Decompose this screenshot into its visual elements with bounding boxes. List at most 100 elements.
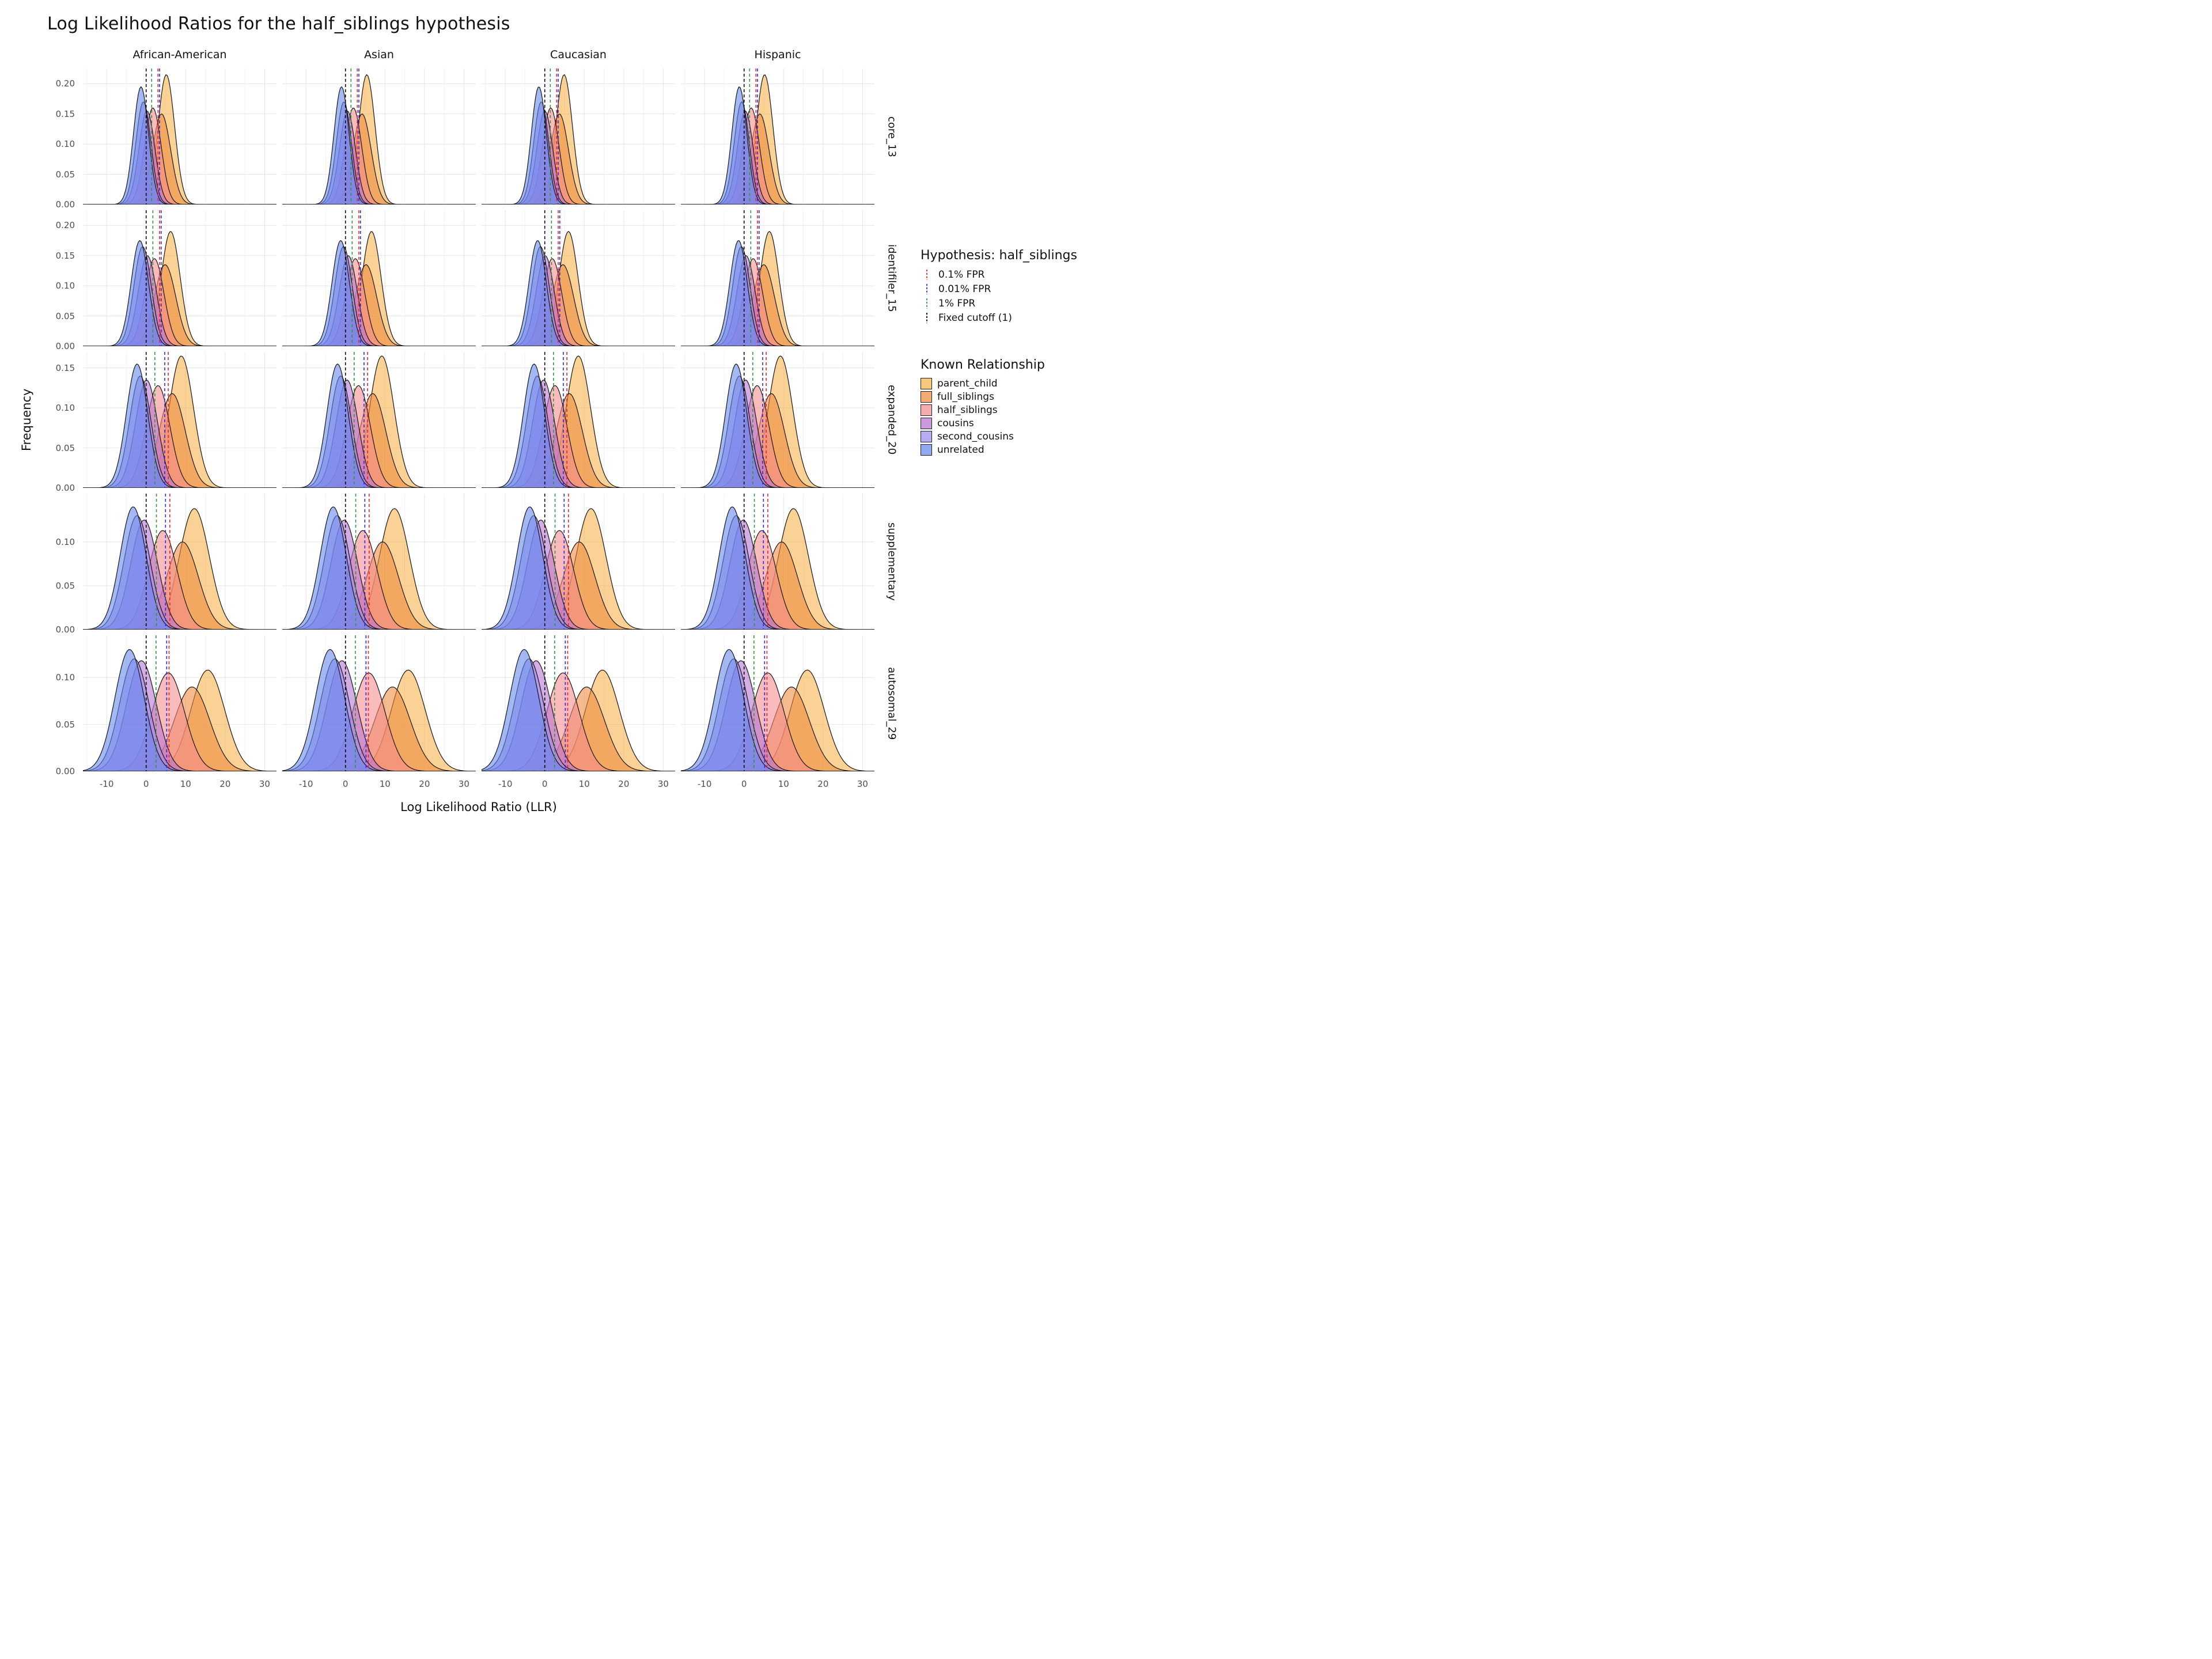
y-axis-ticks: 0.00 0.05 0.10 xyxy=(44,494,77,635)
relationship-legend: Known Relationship parent_child full_sibl… xyxy=(921,358,1088,456)
fill-swatch-icon xyxy=(921,418,932,429)
y-tick-label: 0.05 xyxy=(55,310,75,321)
y-axis-ticks: 0.00 0.05 0.10 xyxy=(44,635,77,777)
density-plot xyxy=(282,494,476,630)
facet-panel xyxy=(282,635,476,772)
y-tick-label: 0.10 xyxy=(55,672,75,683)
y-tick-label: 0.15 xyxy=(55,362,75,373)
legend-label: cousins xyxy=(937,418,974,429)
y-axis-ticks: 0.00 0.05 0.10 0.15 0.20 xyxy=(44,210,77,351)
density-plot xyxy=(481,210,676,347)
x-tick-label: 30 xyxy=(259,779,270,789)
x-axis-ticks: -10 0 10 20 30 xyxy=(282,777,476,791)
density-plot xyxy=(282,69,476,205)
x-tick-label: 20 xyxy=(219,779,231,789)
y-tick-label: 0.00 xyxy=(55,199,75,210)
cutoff-legend-items: 0.1% FPR 0.01% FPR 1% FPR Fixed cutoff (1) xyxy=(921,268,1088,324)
dashed-line-key-icon xyxy=(926,284,927,294)
x-tick-label: -10 xyxy=(99,779,114,789)
y-axis-title: Frequency xyxy=(20,388,33,452)
x-tick-label: -10 xyxy=(498,779,513,789)
hypothesis-legend: Hypothesis: half_siblings 0.1% FPR 0.01% … xyxy=(921,248,1088,324)
x-tick-label: 30 xyxy=(657,779,669,789)
facet-row-label: supplementary xyxy=(885,522,898,601)
facet-panel xyxy=(481,494,676,630)
y-tick-label: 0.10 xyxy=(55,139,75,150)
facet-panel xyxy=(82,69,277,205)
facet-panel xyxy=(82,352,277,488)
legend-item-second_cousins: second_cousins xyxy=(921,431,1088,442)
x-tick-label: 20 xyxy=(419,779,430,789)
x-tick-label: 0 xyxy=(741,779,747,789)
density-plot xyxy=(82,635,277,772)
facet-panel xyxy=(282,494,476,630)
x-axis-ticks: -10 0 10 20 30 xyxy=(83,777,276,791)
x-tick-label: 0 xyxy=(541,779,548,789)
facet-panel xyxy=(82,494,277,630)
density-plot xyxy=(680,635,875,772)
facet-panel xyxy=(680,635,875,772)
y-tick-label: 0.00 xyxy=(55,624,75,635)
legend-label: half_siblings xyxy=(937,404,998,416)
density-plot xyxy=(282,352,476,488)
fill-swatch-color xyxy=(921,431,931,442)
x-tick-label: 0 xyxy=(342,779,349,789)
facet-panel xyxy=(481,210,676,347)
fill-swatch-icon xyxy=(921,404,932,416)
density-plot xyxy=(282,210,476,347)
legend-label: unrelated xyxy=(937,444,984,456)
x-tick-label: 30 xyxy=(458,779,469,789)
facet-column-header: Caucasian xyxy=(550,48,607,61)
x-axis-ticks: -10 0 10 20 30 xyxy=(681,777,874,791)
facet-panel xyxy=(680,69,875,205)
facet-grid: Frequency Log Likelihood Ratio (LLR) Afr… xyxy=(15,46,903,819)
facet-panel xyxy=(282,210,476,347)
density-curve-parent_child xyxy=(282,74,476,205)
hypothesis-legend-title: Hypothesis: half_siblings xyxy=(921,248,1077,263)
density-plot xyxy=(481,635,676,772)
legend-item-fixed: Fixed cutoff (1) xyxy=(921,312,1088,324)
y-tick-label: 0.15 xyxy=(55,250,75,261)
facet-row-label: identifiler_15 xyxy=(885,244,898,312)
y-tick-label: 0.05 xyxy=(55,442,75,453)
y-tick-label: 0.15 xyxy=(55,108,75,119)
density-plot xyxy=(680,352,875,488)
density-plot xyxy=(680,210,875,347)
y-tick-label: 0.10 xyxy=(55,403,75,414)
x-tick-label: 0 xyxy=(143,779,149,789)
density-plot xyxy=(680,494,875,630)
y-tick-label: 0.10 xyxy=(55,536,75,547)
fill-swatch-icon xyxy=(921,444,932,456)
facet-column-header: African-American xyxy=(132,48,227,61)
facet-panel xyxy=(680,494,875,630)
density-curve-parent_child xyxy=(481,74,676,205)
facet-panel xyxy=(282,69,476,205)
x-tick-label: -10 xyxy=(697,779,712,789)
fill-swatch-color xyxy=(921,392,931,402)
facet-row-label: expanded_20 xyxy=(885,385,898,455)
y-tick-label: 0.05 xyxy=(55,169,75,180)
legend-label: 0.1% FPR xyxy=(938,269,985,281)
density-plot xyxy=(82,352,277,488)
x-tick-label: 30 xyxy=(857,779,868,789)
density-plot xyxy=(82,494,277,630)
y-tick-label: 0.00 xyxy=(55,483,75,493)
fill-swatch-icon xyxy=(921,391,932,403)
facet-panel xyxy=(680,210,875,347)
y-tick-label: 0.05 xyxy=(55,719,75,730)
y-tick-label: 0.05 xyxy=(55,580,75,591)
legend-item-parent_child: parent_child xyxy=(921,378,1088,389)
legend-item-unrelated: unrelated xyxy=(921,444,1088,456)
legend-item-fpr_0_01: 0.01% FPR xyxy=(921,283,1088,296)
legend-label: second_cousins xyxy=(937,431,1014,442)
facet-panel xyxy=(680,352,875,488)
fill-swatch-color xyxy=(921,405,931,415)
density-curve-parent_child xyxy=(680,74,875,205)
legend-label: parent_child xyxy=(937,378,998,389)
y-axis-ticks: 0.00 0.05 0.10 0.15 xyxy=(44,352,77,493)
fill-swatch-color xyxy=(921,378,931,389)
y-axis-ticks: 0.00 0.05 0.10 0.15 0.20 xyxy=(44,69,77,210)
legend-item-half_siblings: half_siblings xyxy=(921,404,1088,416)
x-tick-label: 10 xyxy=(578,779,590,789)
density-plot xyxy=(282,635,476,772)
